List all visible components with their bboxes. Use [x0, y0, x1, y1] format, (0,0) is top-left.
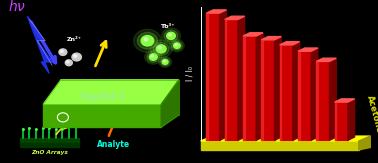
- Polygon shape: [280, 42, 300, 45]
- Circle shape: [169, 34, 171, 36]
- Polygon shape: [293, 42, 300, 140]
- Circle shape: [156, 45, 166, 53]
- Polygon shape: [206, 13, 220, 140]
- Circle shape: [172, 41, 182, 50]
- Polygon shape: [243, 33, 263, 36]
- Polygon shape: [206, 10, 226, 13]
- Circle shape: [137, 32, 158, 49]
- Circle shape: [162, 59, 168, 64]
- Circle shape: [160, 58, 170, 66]
- Circle shape: [150, 40, 172, 58]
- Polygon shape: [335, 102, 348, 140]
- Text: Acetone: Acetone: [365, 94, 378, 134]
- Polygon shape: [43, 80, 179, 104]
- Text: ZnO Arrays: ZnO Arrays: [31, 150, 68, 155]
- Polygon shape: [28, 16, 52, 73]
- Polygon shape: [43, 104, 161, 127]
- Polygon shape: [316, 61, 318, 140]
- Polygon shape: [243, 36, 245, 140]
- Polygon shape: [225, 19, 226, 140]
- Text: $h\nu$: $h\nu$: [8, 0, 26, 14]
- Polygon shape: [20, 143, 79, 147]
- Polygon shape: [335, 102, 336, 140]
- Circle shape: [158, 46, 161, 49]
- Polygon shape: [161, 80, 179, 127]
- Polygon shape: [348, 99, 355, 140]
- Text: I / I₀: I / I₀: [186, 66, 195, 81]
- Circle shape: [174, 43, 180, 48]
- Circle shape: [144, 38, 148, 41]
- Circle shape: [145, 50, 162, 64]
- Polygon shape: [280, 45, 281, 140]
- Polygon shape: [225, 19, 238, 140]
- Circle shape: [65, 60, 72, 66]
- Polygon shape: [316, 61, 330, 140]
- Polygon shape: [359, 136, 370, 150]
- Circle shape: [141, 36, 154, 46]
- Circle shape: [147, 52, 160, 62]
- Polygon shape: [256, 33, 263, 140]
- Polygon shape: [316, 58, 336, 61]
- Polygon shape: [201, 136, 370, 141]
- Circle shape: [59, 49, 67, 55]
- Polygon shape: [206, 13, 208, 140]
- Circle shape: [72, 53, 81, 61]
- Circle shape: [133, 29, 161, 52]
- Circle shape: [149, 54, 157, 60]
- Polygon shape: [261, 40, 274, 140]
- Polygon shape: [243, 36, 256, 140]
- Text: Tb@MOF-5: Tb@MOF-5: [79, 93, 125, 102]
- Circle shape: [164, 60, 165, 62]
- Polygon shape: [261, 40, 263, 140]
- Circle shape: [167, 32, 175, 39]
- Polygon shape: [298, 51, 311, 140]
- Polygon shape: [298, 48, 318, 51]
- Polygon shape: [261, 37, 281, 40]
- Circle shape: [151, 55, 153, 57]
- Text: Tb³⁺: Tb³⁺: [160, 24, 174, 29]
- Circle shape: [159, 57, 172, 67]
- Polygon shape: [330, 58, 336, 140]
- Polygon shape: [238, 16, 245, 140]
- Circle shape: [67, 61, 69, 63]
- Circle shape: [164, 30, 178, 42]
- Polygon shape: [335, 99, 355, 102]
- Polygon shape: [225, 16, 245, 19]
- Text: Zn²⁺: Zn²⁺: [67, 37, 82, 42]
- Circle shape: [153, 42, 169, 55]
- Circle shape: [74, 54, 77, 57]
- Polygon shape: [220, 10, 226, 140]
- Polygon shape: [20, 138, 79, 143]
- Polygon shape: [280, 45, 293, 140]
- Polygon shape: [201, 141, 359, 150]
- Circle shape: [161, 28, 181, 44]
- Circle shape: [170, 40, 184, 52]
- Polygon shape: [298, 51, 300, 140]
- Circle shape: [175, 44, 177, 46]
- Polygon shape: [311, 48, 318, 140]
- Text: Analyte: Analyte: [98, 140, 130, 149]
- Polygon shape: [274, 37, 281, 140]
- Circle shape: [60, 50, 63, 52]
